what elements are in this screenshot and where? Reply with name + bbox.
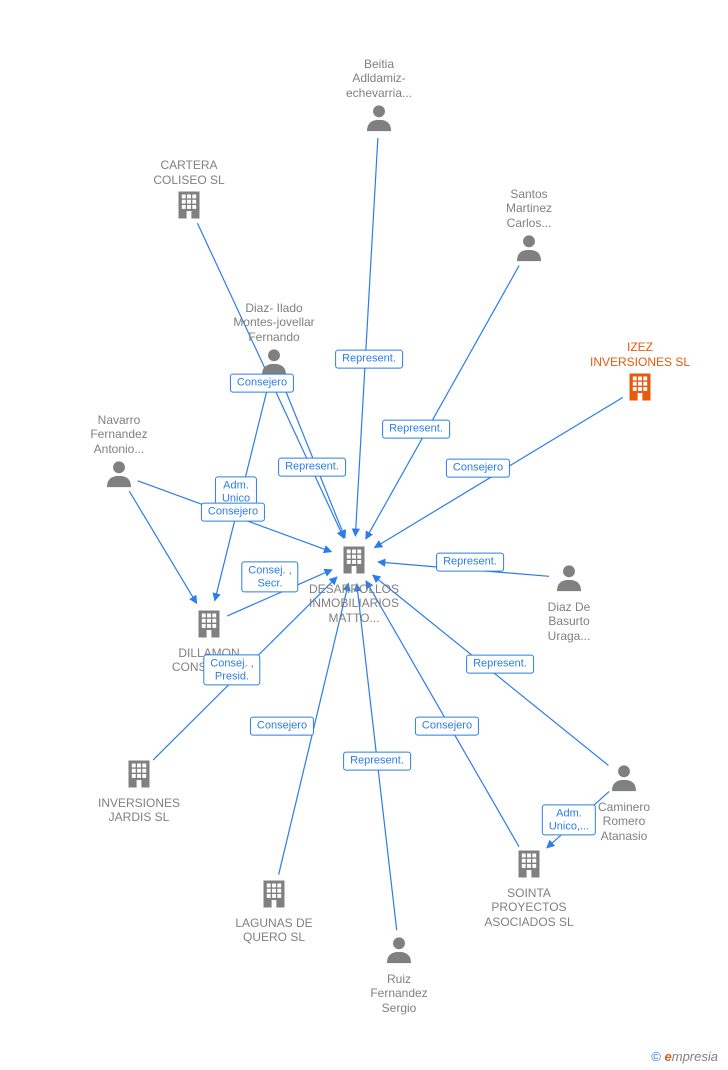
- person-icon: [361, 100, 397, 136]
- edge-label: Consejero: [446, 459, 510, 478]
- node-ruiz[interactable]: RuizFernandezSergio: [339, 932, 459, 1015]
- node-label-line: Carlos...: [469, 216, 589, 230]
- node-label-line: Sergio: [339, 1001, 459, 1015]
- node-sointa[interactable]: SOINTAPROYECTOSASOCIADOS SL: [469, 846, 589, 929]
- node-label-line: JARDIS SL: [79, 810, 199, 824]
- company-icon: [256, 876, 292, 912]
- node-label-line: Diaz De: [509, 600, 629, 614]
- node-label-line: SOINTA: [469, 886, 589, 900]
- edge-label: Represent.: [466, 655, 534, 674]
- edge-label: Adm.Unico,...: [542, 804, 596, 835]
- node-label-line: PROYECTOS: [469, 900, 589, 914]
- node-label-line: Diaz- Ilado: [214, 301, 334, 315]
- node-label-line: COLISEO SL: [129, 173, 249, 187]
- person-icon: [381, 932, 417, 968]
- node-label-line: Martinez: [469, 201, 589, 215]
- edge-label: Consej. ,Presid.: [203, 654, 260, 685]
- edge-label: Represent.: [343, 752, 411, 771]
- node-diaz_basurto[interactable]: Diaz DeBasurtoUraga...: [509, 560, 629, 643]
- edge-label: Consejero: [230, 374, 294, 393]
- node-label: SantosMartinezCarlos...: [469, 187, 589, 230]
- edge-line: [129, 491, 196, 603]
- copyright-symbol: ©: [651, 1049, 661, 1064]
- node-label: INVERSIONESJARDIS SL: [79, 796, 199, 825]
- node-label-line: INVERSIONES SL: [580, 355, 700, 369]
- node-izez[interactable]: IZEZINVERSIONES SL: [580, 340, 700, 409]
- edge-label: Represent.: [436, 553, 504, 572]
- node-jardis[interactable]: INVERSIONESJARDIS SL: [79, 756, 199, 825]
- edge-label: Consejero: [415, 717, 479, 736]
- node-label-line: Navarro: [59, 413, 179, 427]
- node-label-line: INMOBILIARIOS: [294, 596, 414, 610]
- node-label: LAGUNAS DEQUERO SL: [214, 916, 334, 945]
- node-label: NavarroFernandezAntonio...: [59, 413, 179, 456]
- edge-label: Represent.: [382, 420, 450, 439]
- node-label-line: Uraga...: [509, 629, 629, 643]
- person-icon: [606, 760, 642, 796]
- node-label-line: Ruiz: [339, 972, 459, 986]
- node-label-line: INVERSIONES: [79, 796, 199, 810]
- company-icon: [511, 846, 547, 882]
- brand-first-letter: e: [665, 1049, 672, 1064]
- node-label-line: Fernandez: [59, 427, 179, 441]
- node-center[interactable]: DESARROLLOSINMOBILIARIOSMATTO...: [294, 542, 414, 625]
- node-label: BeitiaAdldamiz-echevarria...: [319, 57, 439, 100]
- company-icon: [622, 369, 658, 405]
- node-lagunas[interactable]: LAGUNAS DEQUERO SL: [214, 876, 334, 945]
- node-label: RuizFernandezSergio: [339, 972, 459, 1015]
- person-icon: [551, 560, 587, 596]
- node-label: SOINTAPROYECTOSASOCIADOS SL: [469, 886, 589, 929]
- node-navarro[interactable]: NavarroFernandezAntonio...: [59, 413, 179, 496]
- node-beitia[interactable]: BeitiaAdldamiz-echevarria...: [319, 57, 439, 140]
- node-cartera[interactable]: CARTERACOLISEO SL: [129, 158, 249, 227]
- company-icon: [121, 756, 157, 792]
- edge-line: [366, 265, 519, 539]
- node-label-line: IZEZ: [580, 340, 700, 354]
- node-label-line: Fernando: [214, 330, 334, 344]
- node-label-line: Montes-jovellar: [214, 315, 334, 329]
- node-label: Diaz DeBasurtoUraga...: [509, 600, 629, 643]
- node-label-line: QUERO SL: [214, 930, 334, 944]
- node-label-line: Adldamiz-: [319, 71, 439, 85]
- node-label-line: echevarria...: [319, 86, 439, 100]
- node-label-line: ASOCIADOS SL: [469, 915, 589, 929]
- edge-label: Consejero: [201, 503, 265, 522]
- node-label-line: MATTO...: [294, 611, 414, 625]
- node-label-line: Santos: [469, 187, 589, 201]
- node-label: DESARROLLOSINMOBILIARIOSMATTO...: [294, 582, 414, 625]
- edge-label: Represent.: [335, 350, 403, 369]
- company-icon: [191, 606, 227, 642]
- node-diaz_ilado[interactable]: Diaz- IladoMontes-jovellarFernando: [214, 301, 334, 384]
- node-label-line: CARTERA: [129, 158, 249, 172]
- edge-line: [355, 138, 378, 536]
- person-icon: [511, 230, 547, 266]
- brand-rest: mpresia: [672, 1049, 718, 1064]
- edge-label: Consej. ,Secr.: [241, 561, 298, 592]
- node-label-line: Antonio...: [59, 442, 179, 456]
- copyright: © empresia: [651, 1049, 718, 1064]
- node-label-line: Fernandez: [339, 986, 459, 1000]
- node-label-line: Beitia: [319, 57, 439, 71]
- edges-layer: [0, 0, 728, 1070]
- node-label: IZEZINVERSIONES SL: [580, 340, 700, 369]
- node-santos[interactable]: SantosMartinezCarlos...: [469, 187, 589, 270]
- node-label-line: Basurto: [509, 614, 629, 628]
- node-label-line: DESARROLLOS: [294, 582, 414, 596]
- node-label: Diaz- IladoMontes-jovellarFernando: [214, 301, 334, 344]
- edge-label: Represent.: [278, 458, 346, 477]
- person-icon: [101, 456, 137, 492]
- company-icon: [336, 542, 372, 578]
- node-label: CARTERACOLISEO SL: [129, 158, 249, 187]
- company-icon: [171, 187, 207, 223]
- node-label-line: LAGUNAS DE: [214, 916, 334, 930]
- edge-label: Consejero: [250, 717, 314, 736]
